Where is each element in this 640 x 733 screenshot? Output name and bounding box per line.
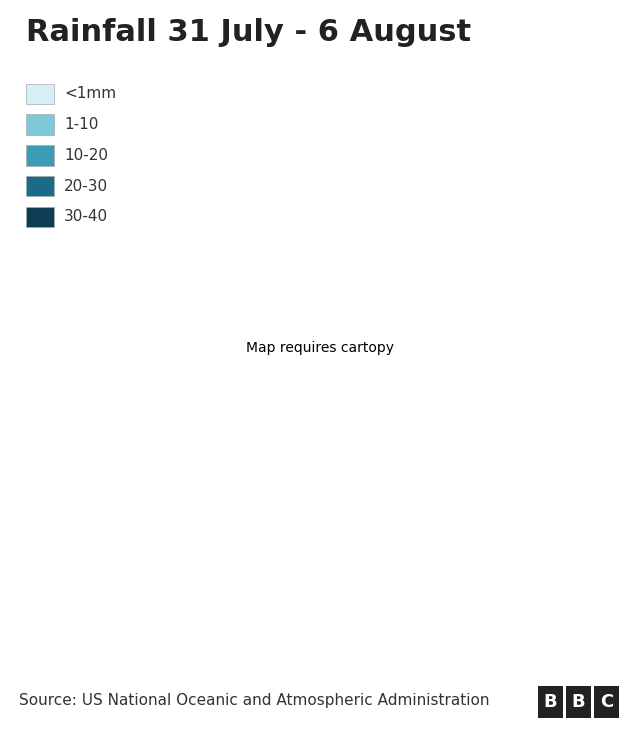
Text: Source: US National Oceanic and Atmospheric Administration: Source: US National Oceanic and Atmosphe… <box>19 693 490 707</box>
Text: 1-10: 1-10 <box>64 117 99 132</box>
FancyBboxPatch shape <box>566 686 591 718</box>
Text: <1mm: <1mm <box>64 86 116 101</box>
FancyBboxPatch shape <box>538 686 563 718</box>
FancyBboxPatch shape <box>594 686 619 718</box>
Text: 30-40: 30-40 <box>64 210 108 224</box>
Text: 10-20: 10-20 <box>64 148 108 163</box>
Text: B: B <box>572 693 585 711</box>
Text: C: C <box>600 693 613 711</box>
Text: B: B <box>543 693 557 711</box>
Text: Rainfall 31 July - 6 August: Rainfall 31 July - 6 August <box>26 18 471 48</box>
Text: Map requires cartopy: Map requires cartopy <box>246 341 394 355</box>
Text: 20-30: 20-30 <box>64 179 108 194</box>
